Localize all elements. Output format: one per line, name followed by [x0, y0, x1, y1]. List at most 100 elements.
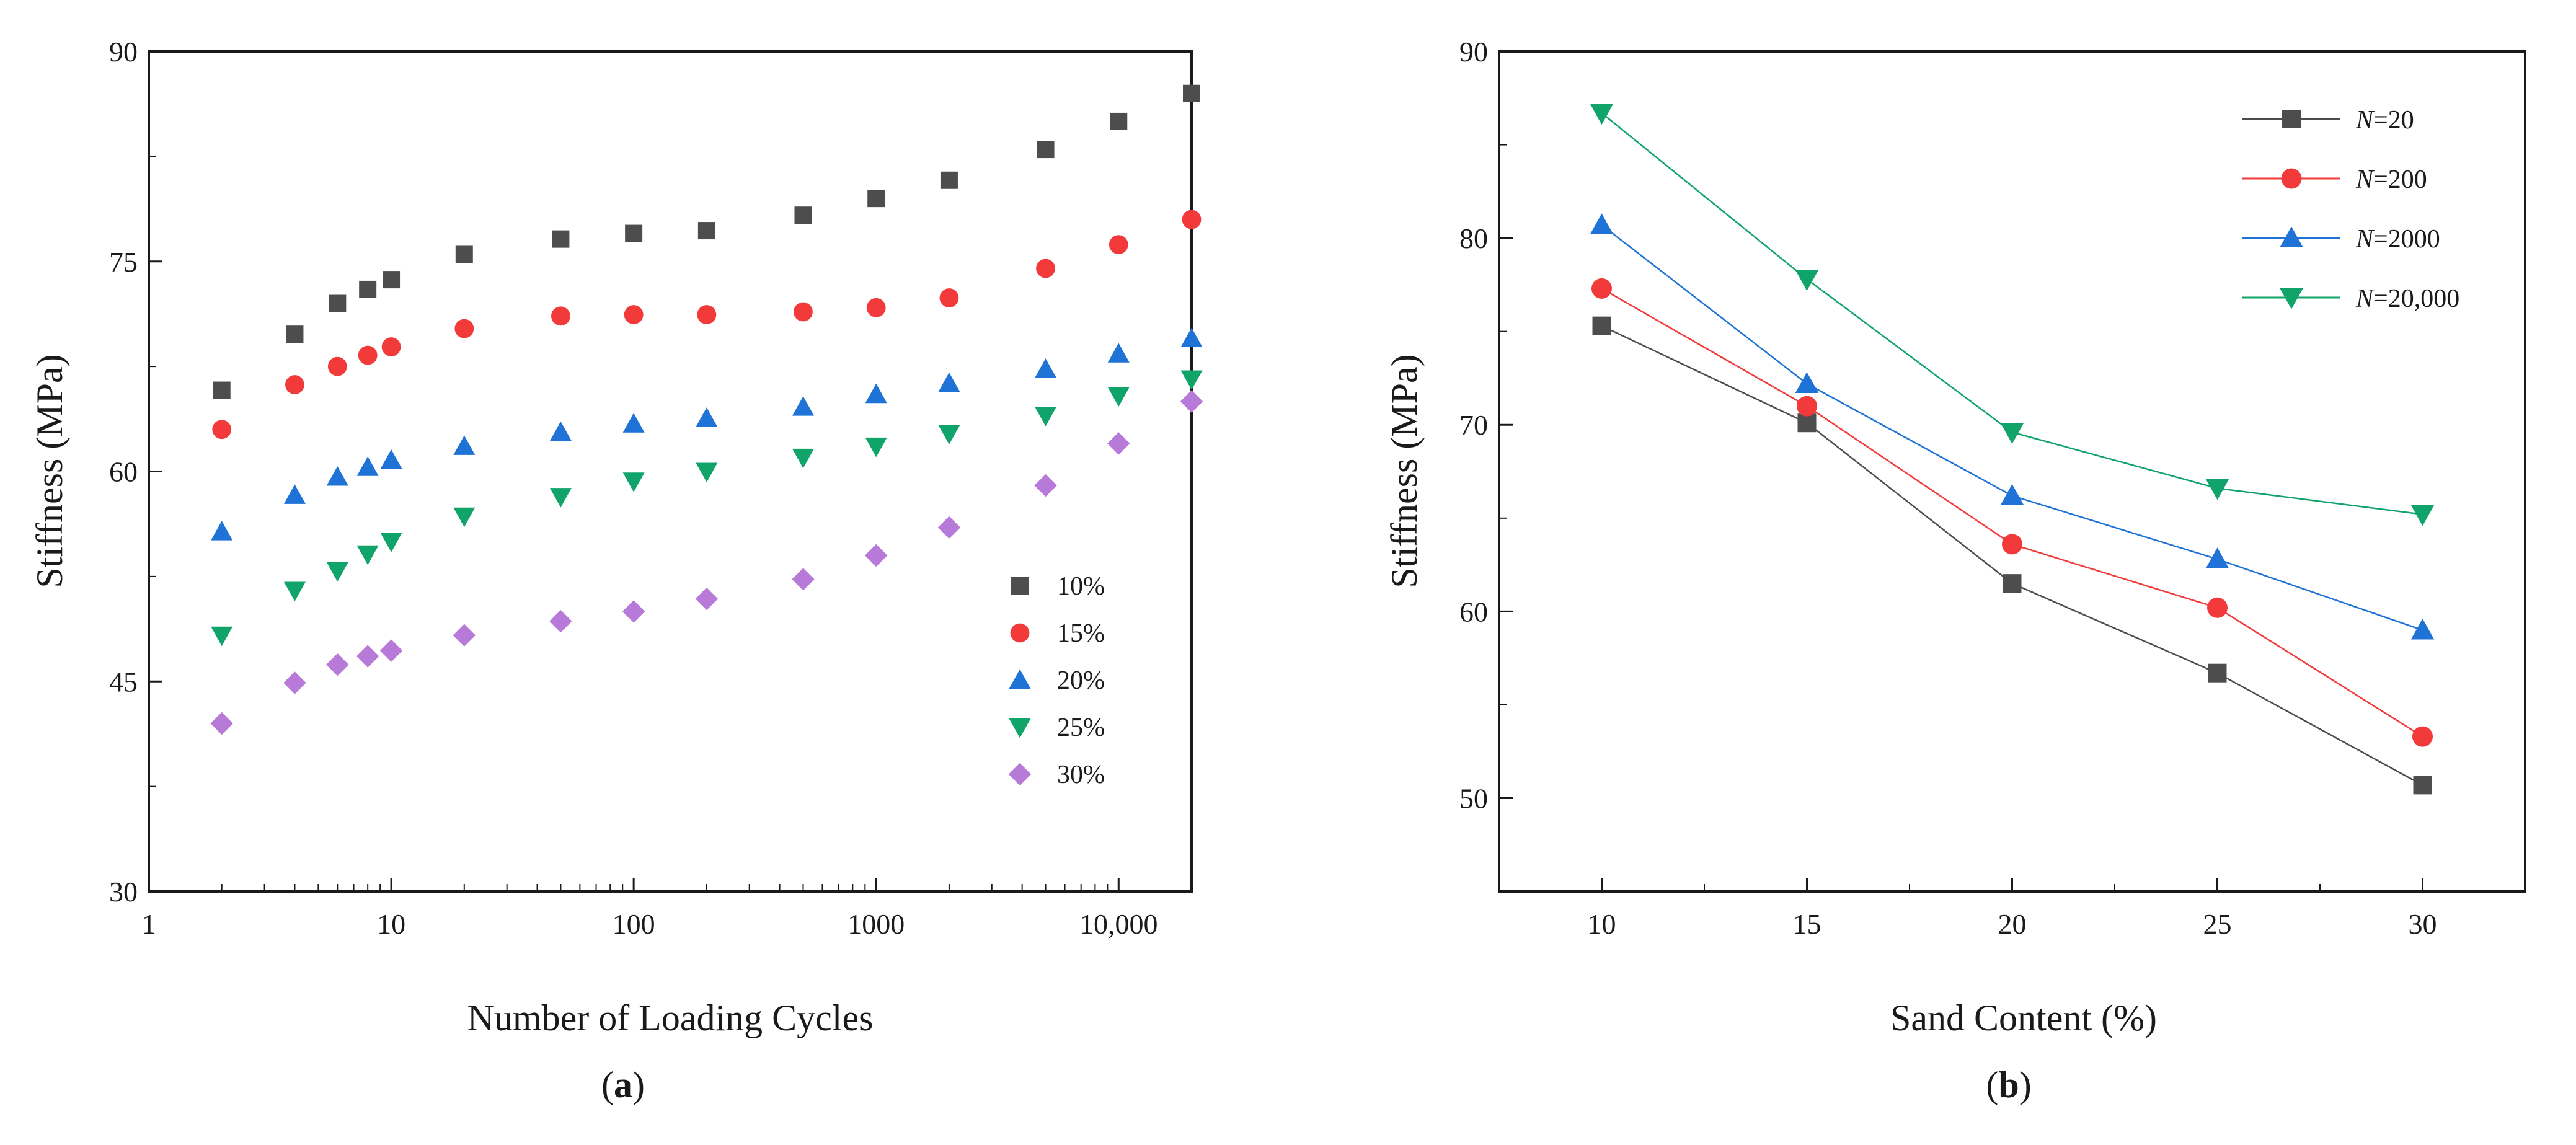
panel-a-x-tick-label: 10: [377, 908, 405, 940]
panel-a-data-point: [285, 375, 304, 394]
panel-b-data-point: [1591, 278, 1612, 299]
panel-a-legend-marker: [1008, 763, 1032, 786]
panel-b-data-point: [2002, 534, 2022, 555]
panel-a-data-point: [865, 383, 887, 404]
panel-a-data-point: [1034, 474, 1057, 497]
panel-b-x-tick-label: 25: [2203, 908, 2232, 940]
panel-a-caption: (a): [601, 1064, 645, 1105]
panel-a-data-point: [329, 294, 347, 312]
panel-a-data-point: [1107, 387, 1130, 407]
panel-a-data-point: [867, 190, 885, 208]
panel-a-data-point: [865, 544, 888, 567]
panel-b-series-3: [1590, 104, 2435, 526]
panel-a-data-point: [1180, 327, 1203, 347]
panel-b-y-tick-label: 80: [1459, 223, 1488, 254]
panel-a-data-point: [697, 222, 715, 240]
panel-a-data-point: [380, 533, 402, 552]
panel-a-data-point: [455, 245, 473, 263]
panel-a-data-point: [381, 337, 401, 356]
panel-a-data-point: [326, 653, 349, 676]
panel-b-legend-marker: [2281, 168, 2302, 189]
panel-a-series-30%: [210, 390, 1203, 735]
panel-b-data-point: [2003, 574, 2022, 593]
panel-a-data-point: [326, 466, 348, 486]
panel-b-series-1: [1591, 278, 2433, 747]
panel-a-data-point: [213, 381, 231, 399]
panel-b-data-point: [1590, 213, 1614, 235]
panel-a-legend-marker: [1009, 718, 1031, 738]
panel-a-data-point: [1037, 141, 1055, 159]
panel-a-x-tick-label: 10,000: [1079, 908, 1158, 940]
panel-b-legend-label: N=2000: [2355, 225, 2440, 254]
panel-b-y-tick-label: 50: [1459, 782, 1488, 814]
panel-b-caption: (b): [1986, 1064, 2031, 1105]
panel-a-data-point: [327, 356, 347, 376]
panel-a-data-point: [1107, 432, 1130, 455]
panel-a-data-point: [383, 271, 401, 289]
panel-b-legend-label: N=200: [2355, 166, 2427, 194]
panel-a-x-tick-label: 1000: [848, 908, 905, 940]
panel-b-series-line: [1601, 325, 2423, 786]
panel-a-series-10%: [213, 84, 1200, 399]
panel-b-x-tick-label: 15: [1793, 908, 1821, 940]
panel-a-data-point: [380, 449, 402, 469]
panel-b-data-point: [2412, 726, 2433, 747]
panel-b-y-tick-label: 60: [1459, 596, 1488, 627]
panel-a-data-point: [1110, 112, 1128, 130]
panel-a-data-point: [326, 562, 348, 582]
panel-a-chart: 1 10 100 1000 10,000 30 45 60 75 90 10% 15% 20% 25% 3…: [29, 36, 1203, 1105]
panel-b-legend-label: N=20,000: [2355, 285, 2459, 313]
panel-b-x-tick-label: 10: [1588, 908, 1616, 940]
panel-b-data-point: [2410, 618, 2435, 640]
panel-a-y-tick-label: 90: [109, 36, 138, 68]
panel-b-legend-marker: [2282, 110, 2301, 128]
panel-b-data-point: [1795, 270, 1819, 291]
panel-b-data-point: [2208, 663, 2227, 683]
panel-b-x-axis-label: Sand Content (%): [1890, 997, 2157, 1038]
panel-a-data-point: [211, 521, 233, 541]
panel-b-data-point: [2205, 479, 2229, 500]
panel-a-data-point: [792, 448, 814, 469]
panel-a-legend-label: 30%: [1057, 761, 1105, 789]
panel-b-legend-label: N=20: [2355, 106, 2414, 135]
panel-a-data-point: [356, 645, 379, 668]
panel-a-data-point: [696, 407, 718, 427]
panel-a-data-point: [1036, 259, 1055, 278]
panel-a-data-point: [792, 568, 815, 591]
panel-a-legend-marker: [1009, 669, 1031, 689]
panel-a-data-point: [379, 639, 403, 662]
panel-a-legend-label: 25%: [1057, 714, 1105, 742]
panel-a-data-point: [286, 325, 304, 343]
panel-a-data-point: [1109, 235, 1128, 255]
panel-a-data-point: [549, 421, 572, 441]
panel-a-data-point: [696, 462, 718, 482]
panel-b-y-tick-label: 70: [1459, 409, 1488, 441]
panel-b-data-point: [2413, 776, 2432, 795]
panel-a-y-tick-label: 75: [109, 246, 138, 278]
panel-b-data-point: [2000, 423, 2024, 444]
panel-a-data-point: [1107, 343, 1130, 363]
panel-a-series-25%: [211, 370, 1203, 647]
panel-a-data-point: [210, 712, 233, 735]
panel-a-data-point: [358, 345, 378, 365]
panel-a-data-point: [622, 413, 645, 433]
panel-b-data-point: [1797, 413, 1817, 433]
panel-b-y-axis-label: Stiffness (MPa): [1384, 354, 1425, 588]
panel-b-y-tick-label: 90: [1459, 36, 1488, 68]
panel-b-series-line: [1601, 288, 2423, 738]
panel-a-data-point: [625, 224, 643, 242]
panel-a-data-point: [695, 587, 719, 611]
panel-a-data-point: [549, 488, 572, 508]
panel-b-x-tick-label: 20: [1998, 908, 2027, 940]
panel-a-legend-label: 20%: [1057, 666, 1105, 695]
panel-a-y-tick-label: 60: [109, 456, 138, 488]
panel-a-data-point: [622, 600, 645, 623]
panel-b-data-point: [1590, 104, 1614, 125]
panel-a-data-point: [794, 302, 813, 322]
panel-a-data-point: [212, 420, 232, 440]
panel-a-frame: [148, 50, 1193, 893]
panel-a-series-15%: [212, 210, 1202, 440]
panel-a-legend-marker: [1010, 623, 1030, 643]
panel-b-data-point: [2000, 484, 2024, 505]
